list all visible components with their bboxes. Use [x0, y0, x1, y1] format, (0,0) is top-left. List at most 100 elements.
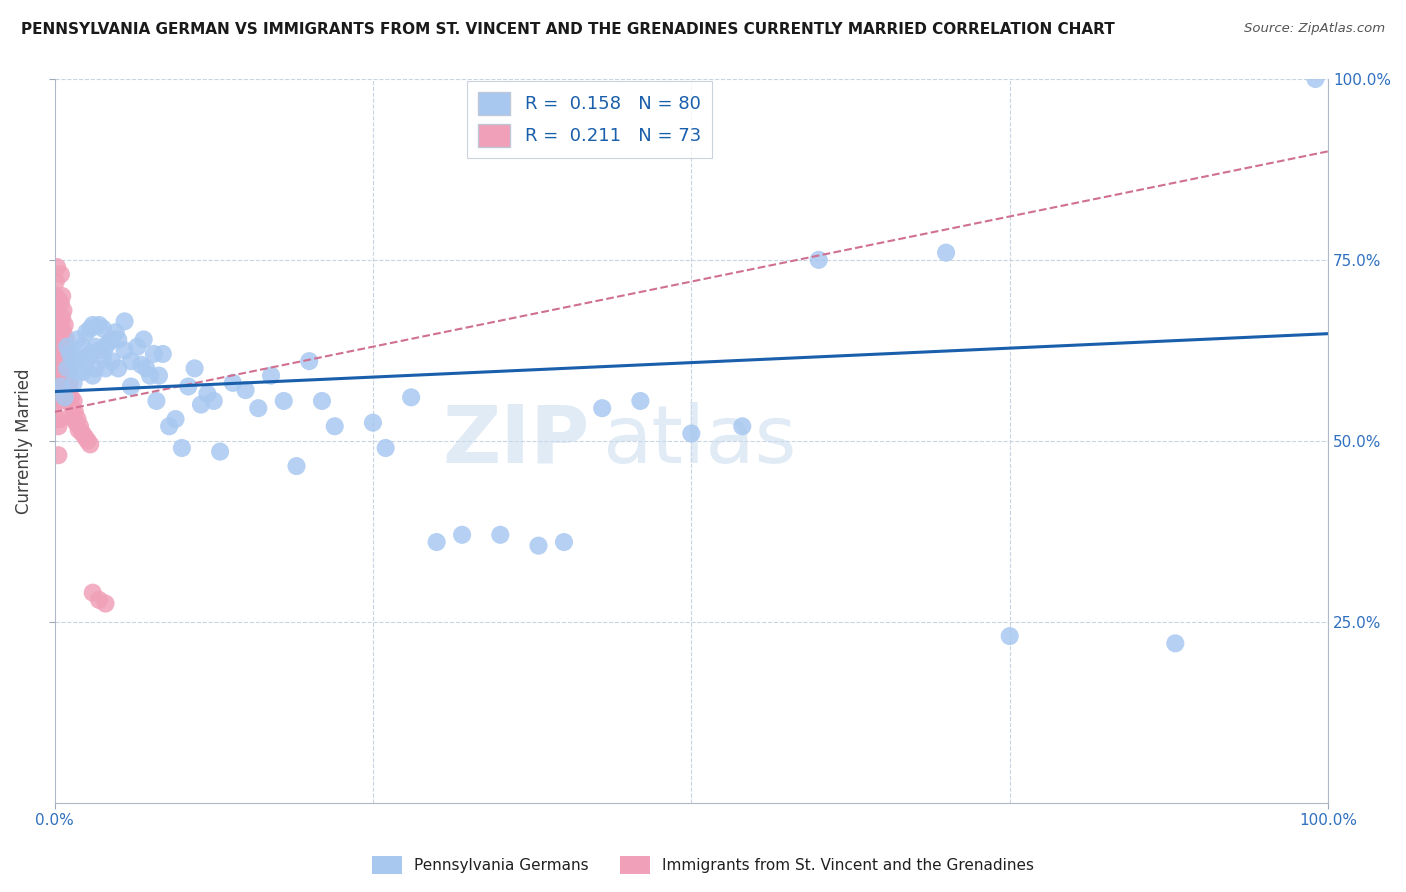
Point — [48, 351, 70, 365]
Point — [183, 361, 205, 376]
Point — [46, 419, 69, 434]
Point — [489, 528, 512, 542]
Point — [527, 539, 550, 553]
Point — [46, 383, 69, 397]
Point — [79, 437, 101, 451]
Point — [104, 325, 127, 339]
Point — [56, 347, 79, 361]
Point — [56, 365, 79, 379]
Point — [45, 394, 67, 409]
Point — [72, 365, 94, 379]
Point — [45, 275, 67, 289]
Point — [45, 354, 67, 368]
Point — [79, 321, 101, 335]
Point — [49, 296, 72, 310]
Point — [323, 419, 346, 434]
Point — [53, 390, 76, 404]
Point — [55, 376, 77, 390]
Point — [145, 394, 167, 409]
Point — [45, 351, 67, 365]
Text: PENNSYLVANIA GERMAN VS IMMIGRANTS FROM ST. VINCENT AND THE GRENADINES CURRENTLY : PENNSYLVANIA GERMAN VS IMMIGRANTS FROM S… — [21, 22, 1115, 37]
Point — [46, 314, 69, 328]
Point — [170, 441, 193, 455]
Point — [361, 416, 384, 430]
Point — [52, 368, 75, 383]
Point — [177, 379, 200, 393]
Point — [63, 405, 86, 419]
Point — [135, 361, 157, 376]
Point — [49, 268, 72, 282]
Point — [53, 318, 76, 332]
Text: ZIP: ZIP — [443, 401, 589, 480]
Point — [298, 354, 321, 368]
Text: Source: ZipAtlas.com: Source: ZipAtlas.com — [1244, 22, 1385, 36]
Point — [94, 597, 117, 611]
Point — [998, 629, 1021, 643]
Point — [165, 412, 187, 426]
Point — [120, 379, 142, 393]
Point — [628, 394, 651, 409]
Point — [46, 412, 69, 426]
Point — [45, 340, 67, 354]
Point — [55, 354, 77, 368]
Point — [67, 423, 90, 437]
Point — [49, 343, 72, 358]
Point — [48, 372, 70, 386]
Point — [49, 390, 72, 404]
Point — [58, 361, 80, 376]
Point — [260, 368, 283, 383]
Point — [1164, 636, 1187, 650]
Point — [311, 394, 333, 409]
Point — [59, 347, 82, 361]
Point — [209, 444, 232, 458]
Point — [51, 354, 73, 368]
Point — [190, 398, 212, 412]
Point — [591, 401, 613, 416]
Point — [56, 361, 79, 376]
Point — [62, 394, 84, 409]
Point — [91, 321, 114, 335]
Point — [195, 386, 218, 401]
Point — [101, 354, 124, 368]
Point — [53, 340, 76, 354]
Point — [49, 318, 72, 332]
Point — [247, 401, 270, 416]
Point — [62, 412, 84, 426]
Point — [52, 303, 75, 318]
Point — [62, 376, 84, 390]
Point — [114, 343, 136, 358]
Point — [46, 310, 69, 325]
Point — [45, 303, 67, 318]
Point — [235, 383, 257, 397]
Point — [82, 318, 104, 332]
Point — [51, 333, 73, 347]
Point — [142, 347, 165, 361]
Point — [82, 368, 104, 383]
Point — [65, 416, 87, 430]
Point — [935, 245, 957, 260]
Point — [72, 426, 94, 441]
Point — [66, 412, 89, 426]
Point — [273, 394, 295, 409]
Point — [132, 333, 155, 347]
Point — [731, 419, 754, 434]
Point — [157, 419, 180, 434]
Point — [127, 340, 149, 354]
Point — [48, 412, 70, 426]
Point — [451, 528, 474, 542]
Point — [62, 354, 84, 368]
Point — [94, 340, 117, 354]
Point — [46, 325, 69, 339]
Point — [51, 310, 73, 325]
Point — [45, 321, 67, 335]
Point — [56, 340, 79, 354]
Point — [399, 390, 422, 404]
Point — [87, 318, 110, 332]
Point — [152, 347, 174, 361]
Point — [45, 289, 67, 303]
Point — [69, 419, 91, 434]
Point — [49, 365, 72, 379]
Legend: R =  0.158   N = 80, R =  0.211   N = 73: R = 0.158 N = 80, R = 0.211 N = 73 — [467, 81, 711, 158]
Point — [46, 347, 69, 361]
Point — [45, 376, 67, 390]
